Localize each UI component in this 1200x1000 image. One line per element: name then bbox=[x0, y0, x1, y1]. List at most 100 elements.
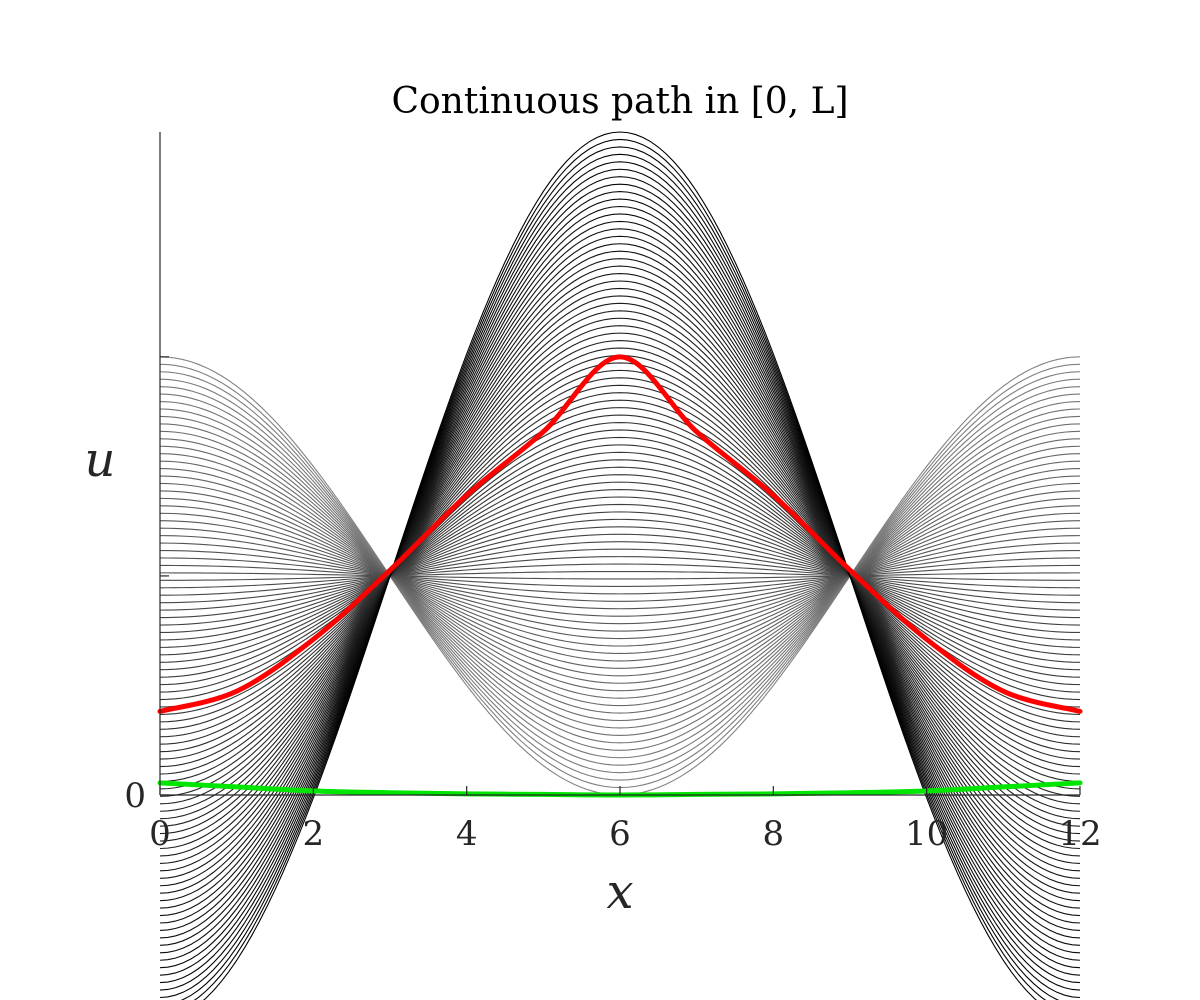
family-curve bbox=[159, 430, 1081, 722]
family-curve bbox=[159, 444, 1081, 708]
y-axis-label: u bbox=[85, 432, 116, 488]
family-curve bbox=[159, 228, 1081, 924]
family-curve bbox=[159, 176, 1081, 976]
y-tick-label: 0 bbox=[124, 776, 146, 816]
family-curve bbox=[159, 378, 1081, 774]
x-tick-label: 10 bbox=[905, 814, 948, 854]
family-curve bbox=[159, 384, 1081, 768]
family-curve bbox=[159, 489, 1081, 663]
family-curve bbox=[159, 541, 1081, 611]
family-curve bbox=[159, 505, 1081, 647]
x-tick-label: 8 bbox=[763, 814, 785, 854]
family-curve bbox=[202, 131, 1038, 1000]
x-axis-label: x bbox=[606, 864, 633, 920]
family-curve bbox=[159, 459, 1081, 693]
family-curve bbox=[159, 570, 1081, 581]
family-curve bbox=[159, 220, 1081, 931]
family-curve bbox=[159, 548, 1081, 604]
family-curve bbox=[159, 556, 1081, 596]
family-curve bbox=[159, 205, 1081, 946]
family-curve bbox=[159, 466, 1081, 686]
family-curve bbox=[159, 287, 1081, 864]
ticks: 0 2 4 6 8 10 12 0 bbox=[124, 356, 1102, 854]
family-curve bbox=[159, 362, 1081, 790]
family-curve bbox=[159, 475, 1081, 677]
family-curve bbox=[159, 482, 1081, 669]
family-curve bbox=[159, 392, 1081, 760]
family-curve bbox=[159, 377, 1081, 775]
family-curve bbox=[159, 347, 1081, 805]
family-curve bbox=[159, 503, 1081, 648]
family-curve bbox=[159, 393, 1081, 759]
family-curve bbox=[159, 400, 1081, 751]
family-curve bbox=[159, 258, 1081, 894]
axes bbox=[159, 132, 1080, 796]
family-curve bbox=[159, 535, 1081, 617]
family-curve bbox=[159, 399, 1081, 753]
family-curve bbox=[159, 310, 1081, 842]
family-curve bbox=[159, 421, 1081, 730]
x-tick-label: 4 bbox=[456, 814, 478, 854]
family-curve bbox=[159, 371, 1081, 781]
curve-family bbox=[159, 131, 1081, 1000]
family-curve bbox=[159, 557, 1081, 595]
family-curve bbox=[159, 213, 1081, 939]
family-curve bbox=[159, 527, 1081, 625]
family-curve bbox=[159, 526, 1081, 626]
family-curve bbox=[160, 572, 1080, 580]
x-tick-label: 2 bbox=[303, 814, 325, 854]
family-curve bbox=[159, 438, 1081, 714]
family-curve bbox=[159, 250, 1081, 902]
family-curve bbox=[159, 168, 1081, 984]
red-series-line bbox=[157, 354, 1083, 714]
family-curve bbox=[159, 183, 1081, 969]
family-curve bbox=[159, 191, 1081, 961]
family-curve bbox=[159, 265, 1081, 887]
family-curve bbox=[159, 542, 1081, 610]
family-curve bbox=[159, 325, 1081, 827]
family-curve bbox=[159, 423, 1081, 729]
x-tick-label: 12 bbox=[1058, 814, 1101, 854]
family-curve bbox=[159, 415, 1081, 736]
family-curve bbox=[159, 243, 1081, 909]
family-curve bbox=[159, 408, 1081, 744]
family-curve bbox=[159, 429, 1081, 723]
family-curve bbox=[159, 533, 1081, 619]
family-curve bbox=[159, 496, 1081, 656]
family-curve bbox=[159, 302, 1081, 850]
chart-title: Continuous path in [0, L] bbox=[391, 81, 848, 122]
family-curve bbox=[159, 468, 1081, 684]
family-curve bbox=[159, 295, 1081, 857]
family-curve bbox=[159, 445, 1081, 707]
family-curve bbox=[159, 549, 1081, 602]
family-curve bbox=[159, 518, 1081, 634]
family-curve bbox=[159, 511, 1081, 641]
family-curve bbox=[159, 512, 1081, 640]
family-curve bbox=[159, 235, 1081, 917]
family-curve bbox=[159, 490, 1081, 662]
family-curve bbox=[159, 340, 1081, 812]
family-curve bbox=[159, 481, 1081, 671]
family-curve bbox=[159, 317, 1081, 835]
family-curve bbox=[159, 460, 1081, 692]
family-curve bbox=[159, 436, 1081, 715]
family-curve bbox=[159, 369, 1081, 783]
family-curve bbox=[159, 354, 1081, 797]
family-curve bbox=[159, 272, 1081, 879]
family-curve bbox=[159, 453, 1081, 699]
family-curve bbox=[159, 414, 1081, 738]
family-curve bbox=[159, 520, 1081, 632]
family-curve bbox=[159, 564, 1081, 587]
family-curve bbox=[159, 161, 1081, 991]
family-curve bbox=[159, 280, 1081, 872]
family-curve bbox=[159, 474, 1081, 678]
x-tick-label: 6 bbox=[609, 814, 631, 854]
family-curve bbox=[159, 386, 1081, 766]
x-tick-label: 0 bbox=[149, 814, 171, 854]
family-curve bbox=[159, 563, 1081, 589]
family-curve bbox=[159, 198, 1081, 954]
family-curve bbox=[159, 497, 1081, 655]
family-curve bbox=[159, 407, 1081, 745]
family-curve bbox=[159, 363, 1081, 789]
